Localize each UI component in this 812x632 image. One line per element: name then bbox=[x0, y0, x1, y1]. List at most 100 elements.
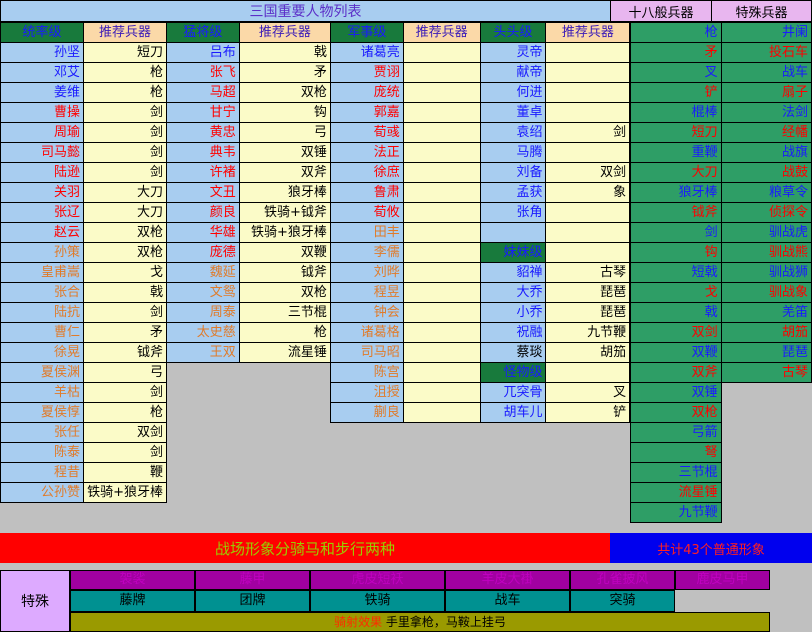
page-title: 三国重要人物列表 bbox=[0, 0, 610, 22]
character-name-cell: 张合 bbox=[0, 282, 85, 303]
recommended-weapon-cell bbox=[402, 382, 481, 403]
character-name-cell: 太史慈 bbox=[165, 322, 240, 343]
table-row: 张任 双剑 bbox=[0, 422, 630, 443]
character-name-cell: 庞统 bbox=[329, 82, 404, 103]
character-name-cell: 沮授 bbox=[329, 382, 404, 403]
sub-header-name: 怪物级 bbox=[479, 362, 547, 383]
table-row: 张辽 大刀 颜良 铁骑+钺斧 荀攸 张角 bbox=[0, 202, 631, 223]
character-name-cell: 荀彧 bbox=[329, 122, 404, 143]
character-name-cell: 孙策 bbox=[0, 242, 85, 263]
character-name-cell: 许褚 bbox=[165, 162, 240, 183]
empty-cell bbox=[403, 482, 481, 503]
character-name-cell: 荀攸 bbox=[329, 202, 404, 223]
character-name-cell: 庞德 bbox=[165, 242, 240, 263]
recommended-weapon-cell: 双枪 bbox=[83, 242, 167, 263]
character-name-cell: 周泰 bbox=[165, 302, 240, 323]
weapon-18-cell: 狼牙棒 bbox=[630, 182, 722, 203]
table-row: 孙坚 短刀 吕布戟诸葛亮 灵帝 bbox=[0, 42, 631, 63]
recommended-weapon-cell: 剑 bbox=[83, 102, 167, 123]
table-row: 曹操剑甘宁钩郭嘉 董卓 bbox=[0, 102, 631, 123]
character-name-cell: 陆抗 bbox=[0, 302, 85, 323]
recommended-weapon-cell: 叉 bbox=[545, 382, 631, 403]
table-row: 公孙赞 铁骑+狼牙棒 bbox=[0, 482, 630, 503]
recommended-weapon-cell: 剑 bbox=[83, 382, 167, 403]
recommended-weapon-cell: 戈 bbox=[83, 262, 167, 283]
character-name-cell: 魏延 bbox=[165, 262, 240, 283]
recommended-weapon-cell: 铁骑+狼牙棒 bbox=[238, 222, 331, 243]
table-row: 周瑜剑黄忠弓荀彧 袁绍剑 bbox=[0, 122, 631, 143]
character-name-cell: 鲁肃 bbox=[329, 182, 404, 203]
table-row: 曹仁矛太史慈枪诸葛格 祝融 九节鞭 bbox=[0, 322, 631, 343]
weapon-row: 狼牙棒 粮草令 bbox=[630, 182, 812, 203]
blank-name-cell bbox=[479, 222, 547, 243]
character-name-cell: 甘宁 bbox=[165, 102, 240, 123]
weapon-special-cell: 驯战虎 bbox=[720, 222, 812, 243]
header-18-weapons: 十八般兵器 bbox=[610, 0, 711, 22]
character-name-cell: 文丑 bbox=[165, 182, 240, 203]
weapon-row: 钺斧 侦探令 bbox=[630, 202, 812, 223]
recommended-weapon-cell bbox=[402, 362, 481, 383]
riding-effect-value: 手里拿枪，马鞍上挂弓 bbox=[385, 615, 506, 629]
empty-cell bbox=[403, 442, 481, 463]
character-name-cell: 胡车儿 bbox=[479, 402, 547, 423]
recommended-weapon-cell bbox=[402, 322, 481, 343]
weapon-18-cell: 铲 bbox=[630, 82, 722, 103]
character-name-cell: 郭嘉 bbox=[329, 102, 404, 123]
character-name-cell: 贾诩 bbox=[329, 62, 404, 83]
mount-cell: 藤牌 bbox=[70, 590, 195, 612]
character-name-cell: 姜维 bbox=[0, 82, 85, 103]
recommended-weapon-cell bbox=[402, 242, 481, 263]
recommended-weapon-cell: 剑 bbox=[83, 142, 167, 163]
character-name-cell: 孙坚 bbox=[0, 42, 85, 63]
weapon-row: 戟羌笛 bbox=[630, 302, 812, 323]
recommended-weapon-cell: 剑 bbox=[83, 442, 167, 463]
weapon-row: 三节棍 bbox=[630, 462, 812, 483]
recommended-weapon-cell bbox=[402, 222, 481, 243]
recommended-weapon-cell bbox=[545, 42, 631, 63]
character-name-cell: 献帝 bbox=[479, 62, 547, 83]
character-table: 统率级 推荐兵器 猛将级 推荐兵器 军事级 推荐兵器 头头级 推荐兵器 孙坚 短刀 吕布戟诸葛亮 灵帝… bbox=[0, 22, 631, 503]
weapon-special-cell: 琵琶 bbox=[720, 342, 812, 363]
riding-effect-row: 骑射效果 手里拿枪，马鞍上挂弓 bbox=[70, 612, 770, 632]
weapon-18-cell: 短戟 bbox=[630, 262, 722, 283]
recommended-weapon-cell: 枪 bbox=[83, 62, 167, 83]
table-row: 陆抗剑周泰 三节棍 钟会 小乔 琵琶 bbox=[0, 302, 631, 323]
character-name-cell: 张角 bbox=[479, 202, 547, 223]
recommended-weapon-cell bbox=[402, 282, 481, 303]
empty-cell bbox=[239, 462, 331, 483]
weapon-special-cell: 战鼓 bbox=[720, 162, 812, 183]
character-name-cell: 诸葛格 bbox=[329, 322, 404, 343]
column-header-weapon: 推荐兵器 bbox=[83, 22, 167, 43]
recommended-weapon-cell bbox=[402, 142, 481, 163]
recommended-weapon-cell bbox=[545, 62, 631, 83]
weapon-row: 叉战车 bbox=[630, 62, 812, 83]
blank-weapon-cell bbox=[545, 242, 631, 263]
table-row: 夏侯渊弓 陈宫 怪物级 bbox=[0, 362, 631, 383]
special-label: 特殊 bbox=[0, 570, 70, 632]
empty-cell bbox=[239, 442, 331, 463]
empty-cell bbox=[721, 442, 812, 463]
character-name-cell: 董卓 bbox=[479, 102, 547, 123]
column-header-name: 军事级 bbox=[329, 22, 404, 43]
recommended-weapon-cell bbox=[545, 142, 631, 163]
character-name-cell: 吕布 bbox=[165, 42, 240, 63]
recommended-weapon-cell: 双锤 bbox=[238, 142, 331, 163]
weapon-18-cell: 棍棒 bbox=[630, 102, 722, 123]
weapon-row: 双斧 古琴 bbox=[630, 362, 812, 383]
mount-cell: 突骑 bbox=[570, 590, 675, 612]
empty-cell bbox=[239, 382, 331, 403]
recommended-weapon-cell: 弓 bbox=[238, 122, 331, 143]
character-name-cell: 祝融 bbox=[479, 322, 547, 343]
weapon-row: 双锤 bbox=[630, 382, 812, 403]
empty-cell bbox=[545, 482, 630, 503]
column-header-name: 猛将级 bbox=[165, 22, 240, 43]
weapon-18-cell: 短刀 bbox=[630, 122, 722, 143]
character-name-cell: 典韦 bbox=[165, 142, 240, 163]
character-name-cell: 徐庶 bbox=[329, 162, 404, 183]
character-name-cell: 夏侯惇 bbox=[0, 402, 85, 423]
weapon-row: 弩 bbox=[630, 442, 812, 463]
recommended-weapon-cell: 弓 bbox=[83, 362, 167, 383]
empty-cell bbox=[166, 462, 240, 483]
weapon-row: 流星锤 bbox=[630, 482, 812, 503]
character-name-cell: 徐晃 bbox=[0, 342, 85, 363]
